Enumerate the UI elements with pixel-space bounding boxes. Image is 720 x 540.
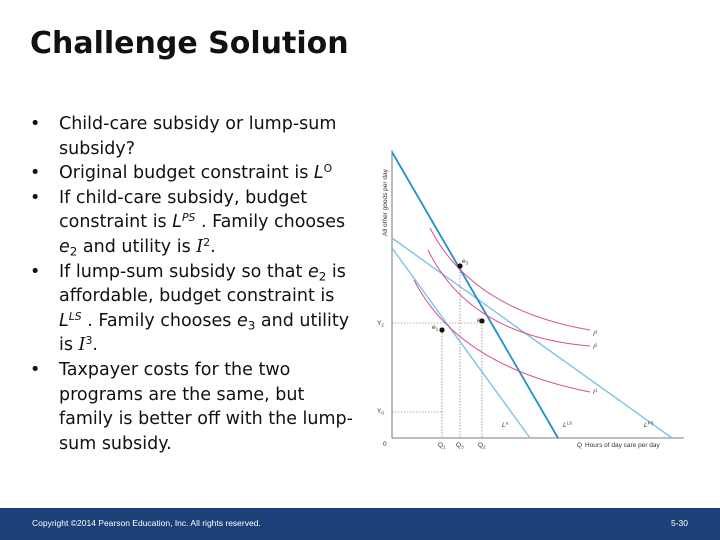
bundle-symbol: e: [236, 310, 248, 331]
bundle-symbol: e: [307, 261, 319, 282]
y-tick-y0: Y0: [377, 408, 384, 416]
origin-label: 0: [383, 441, 387, 448]
indifference-curve-i2: [427, 249, 591, 347]
budget-symbol: L: [313, 163, 324, 184]
bullet-dot-icon: •: [30, 163, 41, 184]
budget-line-lo: [391, 247, 531, 439]
budget-superscript: LS: [68, 309, 82, 323]
bundle-subscript: 2: [318, 268, 327, 283]
x-axis-label: Hours of day care per day: [585, 442, 661, 449]
y-tick-y2: Y2: [377, 320, 384, 328]
bullet-list: • Child-care subsidy or lump-sum subsidy?…: [26, 112, 356, 456]
bullet-item: • If child-care subsidy, budget constrain…: [26, 186, 356, 260]
page-number: 5-30: [670, 518, 688, 528]
bullet-text: and utility is: [59, 310, 350, 356]
point-e3: [457, 263, 463, 269]
utility-superscript: 3: [85, 334, 93, 348]
y-axis-label: All other goods per day: [382, 168, 389, 236]
bundle-subscript: 2: [69, 244, 78, 259]
slide-title: Challenge Solution: [30, 26, 349, 61]
budget-superscript: PS: [182, 211, 196, 225]
budget-line-lls: [391, 151, 559, 439]
bullet-text: If lump-sum subsidy so that: [59, 261, 308, 282]
bullet-text: Original budget constraint is: [59, 163, 314, 184]
bundle-subscript: 3: [247, 318, 256, 333]
footer-bar: Copyright ©2014 Pearson Education, Inc. …: [0, 508, 720, 540]
point-label-e1: e1: [432, 324, 439, 332]
bullet-text: and utility is: [77, 236, 197, 257]
bullet-item: • Original budget constraint is LO: [26, 161, 356, 186]
x-tick-q3: Q3: [456, 442, 464, 450]
curve-label-i1: I1: [593, 388, 598, 397]
point-e1: [439, 327, 445, 333]
bullet-text: Taxpayer costs for the two programs are …: [59, 359, 353, 454]
utility-superscript: 2: [203, 236, 211, 250]
budget-label-lps: LPS: [644, 421, 654, 430]
x-tick-q1: Q1: [438, 442, 446, 450]
bullet-item: • Taxpayer costs for the two programs are…: [26, 358, 356, 456]
bullet-dot-icon: •: [30, 359, 41, 380]
bullet-dot-icon: •: [30, 261, 41, 282]
bullet-dot-icon: •: [30, 187, 41, 208]
budget-superscript: O: [323, 162, 333, 176]
budget-label-lls: LLS: [563, 421, 572, 430]
budget-constraint-graph: All other goods per day Y2 Y0 0 Q1 Q3 Q2…: [377, 150, 684, 450]
utility-symbol: I: [78, 335, 86, 356]
bullet-text: is affordable, budget constraint is: [59, 261, 346, 307]
bullet-text: . Family chooses: [81, 310, 237, 331]
point-e2: [479, 318, 485, 324]
bullet-text: Child-care subsidy or lump-sum subsidy?: [59, 114, 337, 159]
bullet-text: .: [92, 335, 98, 356]
point-label-e2: e2: [477, 317, 484, 325]
bullet-text: If child-care subsidy, budget constraint…: [59, 187, 308, 233]
budget-line-lps: [391, 237, 673, 439]
budget-symbol: L: [59, 310, 69, 331]
x-axis-q: Q: [577, 442, 582, 449]
budget-symbol: L: [172, 212, 182, 233]
utility-symbol: I: [196, 236, 204, 257]
bullet-text: . Family chooses: [195, 212, 346, 233]
indifference-curve-i3: [429, 227, 591, 331]
bullet-item: • If lump-sum subsidy so that e2 is affor…: [26, 260, 356, 358]
indifference-curve-i1: [413, 279, 591, 393]
curve-label-i2: I2: [593, 343, 598, 352]
curve-label-i3: I3: [593, 330, 598, 339]
x-tick-q2: Q2: [478, 442, 486, 450]
point-label-e3: e3: [462, 258, 469, 266]
bullet-item: • Child-care subsidy or lump-sum subsidy?: [26, 112, 356, 161]
copyright-text: Copyright ©2014 Pearson Education, Inc. …: [32, 518, 261, 528]
budget-label-lo: Lo: [502, 421, 509, 430]
bundle-symbol: e: [59, 236, 70, 257]
bullet-dot-icon: •: [30, 114, 41, 134]
bullet-text: .: [210, 236, 216, 257]
